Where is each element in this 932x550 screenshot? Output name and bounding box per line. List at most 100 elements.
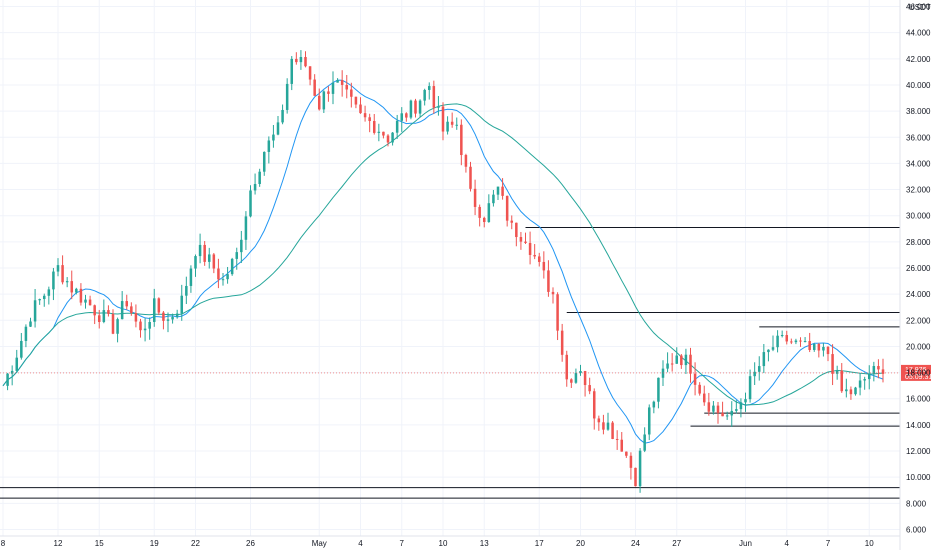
y-tick-label: 44.000 bbox=[906, 29, 931, 38]
candle-body bbox=[501, 186, 504, 196]
candle-body bbox=[684, 354, 688, 366]
x-tick-label: 15 bbox=[95, 539, 104, 548]
time-axis[interactable]: 8 12 15 19 22 26 May 4 7 10 13 17 20 24 27 Jun 4 7 10 bbox=[1, 539, 874, 548]
currency-label: USDT bbox=[909, 3, 931, 12]
candle-body bbox=[643, 434, 646, 451]
candle-body bbox=[629, 455, 633, 468]
candle-body bbox=[42, 295, 46, 300]
candle-body bbox=[808, 341, 811, 350]
candle-body bbox=[175, 313, 179, 317]
candle-body bbox=[537, 256, 541, 262]
candle-body bbox=[354, 96, 358, 105]
candle-body bbox=[588, 385, 591, 392]
y-tick-label: 46.000 bbox=[906, 3, 931, 12]
candle-body bbox=[799, 340, 802, 342]
x-tick-label: 26 bbox=[246, 539, 255, 548]
y-tick-label: 24.000 bbox=[906, 290, 931, 299]
candle-body bbox=[386, 135, 390, 143]
candle-body bbox=[217, 268, 220, 280]
candle-body bbox=[368, 117, 371, 122]
candle-body bbox=[285, 83, 289, 110]
candle-body bbox=[152, 298, 156, 322]
candle-body bbox=[226, 274, 229, 280]
candle-body bbox=[194, 256, 197, 269]
candle-body bbox=[253, 183, 257, 191]
candle-body bbox=[615, 438, 619, 440]
candle-body bbox=[198, 244, 202, 257]
x-tick-label: 22 bbox=[191, 539, 200, 548]
candle-body bbox=[505, 195, 509, 221]
candle-body bbox=[359, 104, 362, 114]
candle-body bbox=[753, 371, 756, 377]
candle-body bbox=[308, 66, 312, 80]
candle-body bbox=[400, 113, 404, 121]
candle-body bbox=[47, 289, 51, 296]
candle-body bbox=[625, 451, 628, 456]
candle-body bbox=[794, 340, 798, 343]
candle-body bbox=[336, 80, 339, 83]
candle-body bbox=[872, 366, 876, 374]
candle-body bbox=[524, 241, 527, 243]
candle-body bbox=[418, 100, 422, 114]
candle-body bbox=[519, 237, 523, 242]
candle-body bbox=[785, 335, 789, 342]
candle-body bbox=[93, 305, 96, 316]
candle-body bbox=[556, 294, 559, 331]
candle-body bbox=[583, 370, 587, 386]
candle-body bbox=[162, 312, 165, 321]
candle-body bbox=[826, 346, 830, 355]
candle-body bbox=[244, 216, 248, 240]
candle-body bbox=[340, 80, 344, 85]
y-tick-label: 18.000 bbox=[906, 369, 931, 378]
candle-body bbox=[107, 310, 110, 314]
candle-body bbox=[845, 389, 848, 392]
candle-body bbox=[267, 140, 271, 152]
candle-body bbox=[391, 132, 394, 143]
candle-body bbox=[689, 354, 692, 374]
candle-body bbox=[281, 109, 284, 123]
candle-body bbox=[432, 86, 436, 108]
candle-body bbox=[24, 326, 28, 341]
candle-body bbox=[592, 391, 596, 419]
x-tick-label: 20 bbox=[576, 539, 585, 548]
y-tick-label: 22.000 bbox=[906, 316, 931, 325]
candle-body bbox=[350, 89, 353, 97]
candle-body bbox=[835, 370, 839, 374]
candle-body bbox=[120, 301, 124, 320]
candle-body bbox=[446, 121, 449, 132]
candle-body bbox=[235, 252, 239, 259]
candle-body bbox=[61, 265, 64, 283]
candle-body bbox=[767, 349, 770, 353]
candle-body bbox=[652, 401, 656, 408]
candle-body bbox=[574, 373, 578, 383]
candle-body bbox=[877, 366, 880, 370]
candle-body bbox=[70, 281, 74, 293]
x-tick-label: 8 bbox=[1, 539, 6, 548]
candle-body bbox=[551, 291, 555, 295]
candle-body bbox=[473, 188, 477, 207]
candle-body bbox=[771, 347, 775, 350]
candle-body bbox=[657, 377, 660, 402]
candle-body bbox=[189, 268, 193, 286]
candle-body bbox=[125, 301, 129, 307]
candle-body bbox=[822, 346, 825, 351]
candle-body bbox=[528, 242, 532, 255]
candle-body bbox=[611, 422, 614, 439]
candle-body bbox=[331, 82, 335, 94]
y-tick-label: 8.000 bbox=[906, 499, 927, 508]
y-tick-label: 12.000 bbox=[906, 447, 931, 456]
candle-body bbox=[712, 405, 715, 412]
candle-body bbox=[6, 373, 9, 386]
price-axis[interactable]: 6.000 8.000 10.000 12.000 14.000 16.000 18.000… bbox=[906, 3, 931, 535]
candle-body bbox=[735, 409, 738, 411]
x-tick-label: 10 bbox=[439, 539, 448, 548]
x-tick-label: 17 bbox=[535, 539, 544, 548]
candle-body bbox=[831, 354, 834, 374]
candle-body bbox=[130, 306, 133, 314]
candle-body bbox=[725, 415, 729, 417]
y-tick-label: 40.000 bbox=[906, 81, 931, 90]
candle-body bbox=[817, 344, 821, 351]
candle-body bbox=[542, 261, 546, 271]
candle-body bbox=[762, 352, 766, 367]
